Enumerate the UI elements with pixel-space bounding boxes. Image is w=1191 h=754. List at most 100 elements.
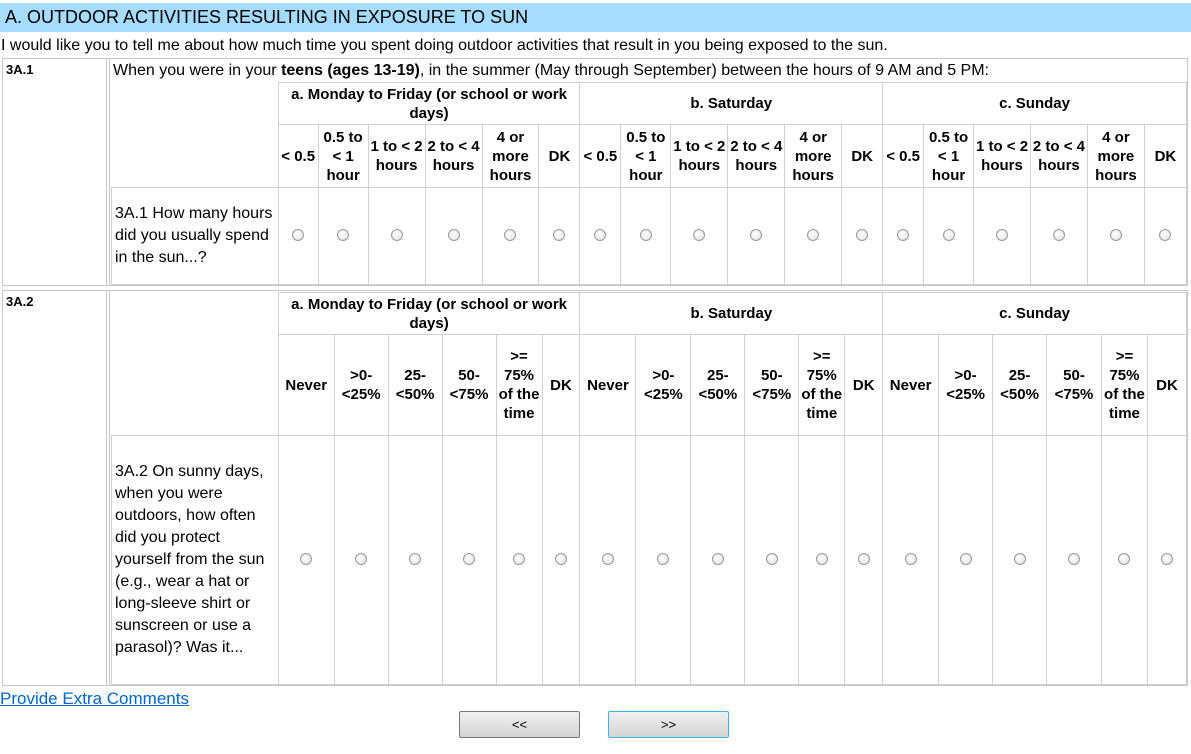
option-header: 4 or more hours	[1086, 124, 1145, 188]
radio-cell	[387, 435, 443, 685]
radio-button[interactable]	[1052, 228, 1065, 241]
option-header: Never	[277, 334, 335, 436]
option-header: 4 or more hours	[784, 124, 843, 188]
radio-button[interactable]	[594, 228, 607, 241]
radio-cell	[882, 187, 925, 285]
option-header: 25-<50%	[992, 334, 1048, 436]
provide-extra-comments-link[interactable]: Provide Extra Comments	[0, 689, 189, 708]
radio-button[interactable]	[355, 552, 368, 565]
radio-button[interactable]	[856, 228, 869, 241]
radio-button[interactable]	[1068, 552, 1080, 565]
option-header: 2 to < 4 hours	[424, 124, 483, 188]
group-header: c. Sunday	[882, 292, 1187, 335]
option-header: DK	[538, 124, 581, 188]
radio-button[interactable]	[904, 552, 917, 565]
radio-button[interactable]	[504, 228, 517, 241]
radio-cell	[938, 435, 994, 685]
radio-cell	[277, 435, 335, 685]
question-id: 3A.2	[3, 291, 107, 685]
radio-cell	[727, 187, 786, 285]
option-header: >0-<25%	[938, 334, 994, 436]
radio-button[interactable]	[1159, 228, 1172, 241]
option-header: 50-<75%	[1046, 334, 1102, 436]
group-header: b. Saturday	[579, 292, 884, 335]
question-3a1: 3A.1 When you were in your teens (ages 1…	[2, 58, 1188, 286]
radio-cell	[441, 435, 497, 685]
radio-button[interactable]	[300, 552, 313, 565]
radio-cell	[579, 435, 637, 685]
option-header: >= 75% of the time	[495, 334, 543, 436]
radio-button[interactable]	[1109, 228, 1122, 241]
radio-button[interactable]	[959, 552, 972, 565]
radio-button[interactable]	[657, 552, 670, 565]
radio-button[interactable]	[292, 228, 305, 241]
radio-cell	[798, 435, 846, 685]
option-header: 4 or more hours	[481, 124, 540, 188]
radio-button[interactable]	[639, 228, 652, 241]
radio-button[interactable]	[765, 552, 778, 565]
next-button[interactable]: >>	[608, 711, 729, 738]
radio-button[interactable]	[693, 228, 706, 241]
option-header: >= 75% of the time	[798, 334, 846, 436]
option-header: 50-<75%	[441, 334, 497, 436]
radio-button[interactable]	[995, 228, 1008, 241]
radio-cell	[1146, 435, 1188, 685]
radio-cell	[744, 435, 800, 685]
radio-button[interactable]	[857, 552, 870, 565]
option-header: 0.5 to < 1 hour	[923, 124, 975, 188]
radio-button[interactable]	[1160, 552, 1173, 565]
radio-button[interactable]	[390, 228, 403, 241]
radio-button[interactable]	[897, 228, 910, 241]
radio-cell	[424, 187, 483, 285]
radio-button[interactable]	[513, 552, 526, 565]
option-header: < 0.5	[579, 124, 622, 188]
radio-button[interactable]	[1013, 552, 1026, 565]
option-header: >0-<25%	[333, 334, 389, 436]
section-header: A. OUTDOOR ACTIVITIES RESULTING IN EXPOS…	[0, 3, 1191, 32]
radio-cell	[1086, 187, 1145, 285]
radio-cell	[1029, 187, 1088, 285]
question-grid: a. Monday to Friday (or school or work d…	[111, 292, 1188, 685]
radio-button[interactable]	[1118, 552, 1131, 565]
radio-cell	[620, 187, 672, 285]
radio-cell	[277, 187, 319, 285]
radio-cell	[481, 187, 540, 285]
radio-button[interactable]	[447, 228, 460, 241]
option-header: 1 to < 2 hours	[973, 124, 1031, 188]
radio-button[interactable]	[711, 552, 724, 565]
radio-cell	[495, 435, 543, 685]
radio-cell	[541, 435, 581, 685]
radio-cell	[992, 435, 1048, 685]
option-header: >0-<25%	[635, 334, 692, 436]
option-header: DK	[541, 334, 581, 436]
radio-button[interactable]	[815, 552, 828, 565]
radio-cell	[784, 187, 843, 285]
previous-button[interactable]: <<	[459, 711, 580, 738]
radio-cell	[317, 187, 369, 285]
question-id: 3A.1	[3, 59, 107, 285]
radio-button[interactable]	[601, 552, 614, 565]
radio-button[interactable]	[554, 552, 567, 565]
row-label: 3A.2 On sunny days, when you were outdoo…	[111, 435, 279, 685]
radio-cell	[670, 187, 729, 285]
radio-button[interactable]	[409, 552, 422, 565]
blank-cell	[111, 82, 279, 188]
radio-button[interactable]	[337, 228, 350, 241]
radio-button[interactable]	[463, 552, 476, 565]
option-header: < 0.5	[277, 124, 319, 188]
row-label: 3A.1 How many hours did you usually spen…	[111, 187, 279, 285]
radio-button[interactable]	[942, 228, 955, 241]
group-header: a. Monday to Friday (or school or work d…	[277, 82, 581, 125]
radio-cell	[844, 435, 884, 685]
radio-button[interactable]	[750, 228, 763, 241]
radio-button[interactable]	[807, 228, 820, 241]
option-header: 2 to < 4 hours	[1029, 124, 1088, 188]
option-header: Never	[579, 334, 637, 436]
radio-button[interactable]	[553, 228, 566, 241]
radio-cell	[367, 187, 426, 285]
radio-cell	[579, 187, 622, 285]
radio-cell	[1100, 435, 1148, 685]
blank-cell	[111, 292, 279, 436]
option-header: 1 to < 2 hours	[670, 124, 729, 188]
radio-cell	[1046, 435, 1102, 685]
